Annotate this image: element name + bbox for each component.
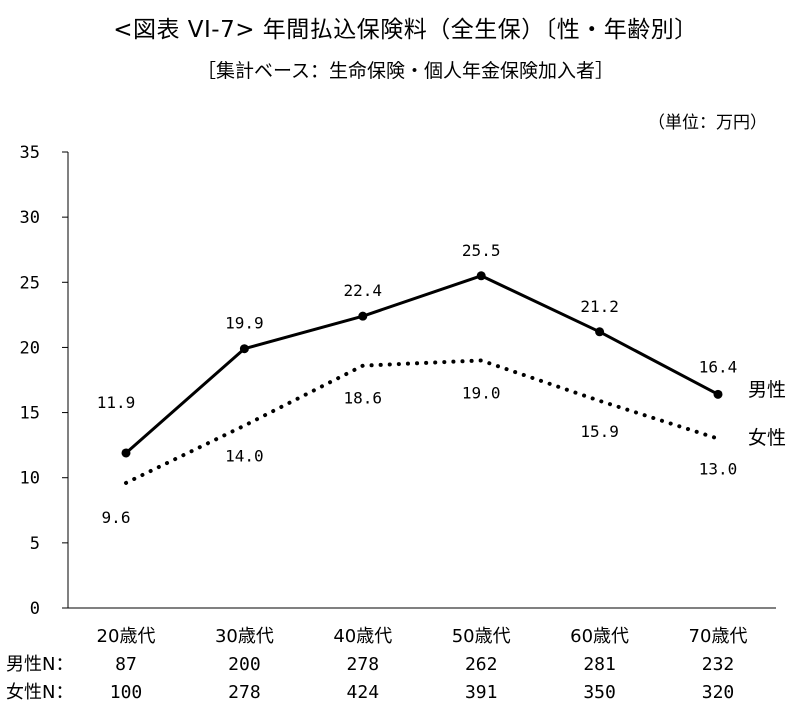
data-point bbox=[595, 327, 605, 337]
x-tick-label: 30歳代 bbox=[215, 626, 274, 647]
data-label-male: 21.2 bbox=[580, 297, 619, 316]
y-tick-label: 20 bbox=[20, 338, 40, 358]
data-point bbox=[358, 311, 368, 321]
data-label-male: 22.4 bbox=[344, 281, 383, 300]
data-label-male: 19.9 bbox=[225, 314, 264, 333]
chart-title: <図表 VI-7> 年間払込保険料（全生保）〔性・年齢別〕 bbox=[113, 17, 698, 43]
male-n-value: 281 bbox=[583, 654, 616, 675]
data-point bbox=[476, 271, 486, 281]
chart-subtitle: ［集計ベース：生命保険・個人年金保険加入者］ bbox=[196, 60, 615, 82]
male-n-value: 232 bbox=[702, 654, 735, 675]
y-tick-label: 15 bbox=[20, 404, 40, 424]
legend-male: 男性 bbox=[748, 379, 786, 401]
sample-size-rows: 男性N： 女性N： 87 200 278 262 281 232 100 278 424 391 350… bbox=[6, 654, 734, 703]
y-tick-label: 0 bbox=[30, 599, 40, 619]
data-point bbox=[239, 344, 249, 354]
data-label-female: 15.9 bbox=[580, 422, 619, 441]
x-tick-label: 70歳代 bbox=[689, 626, 748, 647]
male-n-value: 87 bbox=[115, 654, 137, 675]
data-point bbox=[713, 389, 723, 399]
series-line-1 bbox=[124, 358, 720, 485]
series-line-0 bbox=[125, 274, 719, 455]
male-n-value: 262 bbox=[465, 654, 498, 675]
data-label-female: 9.6 bbox=[102, 508, 131, 527]
data-label-female: 19.0 bbox=[462, 383, 501, 402]
unit-label: （単位：万円） bbox=[648, 113, 767, 133]
male-n-label: 男性N： bbox=[6, 654, 73, 675]
x-tick-label: 20歳代 bbox=[97, 626, 156, 647]
female-n-value: 278 bbox=[228, 682, 261, 703]
data-label-male: 16.4 bbox=[699, 357, 738, 376]
data-label-male: 11.9 bbox=[97, 393, 136, 412]
male-n-value: 278 bbox=[347, 654, 380, 675]
y-tick-label: 25 bbox=[20, 273, 40, 293]
data-point bbox=[121, 448, 131, 458]
female-n-value: 100 bbox=[110, 682, 143, 703]
y-tick-label: 30 bbox=[20, 208, 40, 228]
data-labels: 11.9 19.9 22.4 25.5 21.2 16.4 9.6 14.0 18.6 19.0 1… bbox=[97, 241, 738, 527]
female-n-value: 350 bbox=[583, 682, 616, 703]
male-n-value: 200 bbox=[228, 654, 261, 675]
category-labels: 20歳代 30歳代 40歳代 50歳代 60歳代 70歳代 bbox=[97, 626, 748, 647]
x-tick-label: 40歳代 bbox=[333, 626, 392, 647]
x-tick-label: 60歳代 bbox=[570, 626, 629, 647]
y-axis-ticks: 0 5 10 15 20 25 30 35 bbox=[20, 143, 68, 619]
female-n-label: 女性N： bbox=[6, 682, 73, 703]
y-tick-label: 35 bbox=[20, 143, 40, 163]
series-lines bbox=[121, 271, 723, 485]
y-tick-label: 10 bbox=[20, 469, 40, 489]
female-n-value: 391 bbox=[465, 682, 498, 703]
female-n-value: 320 bbox=[702, 682, 735, 703]
legend-female: 女性 bbox=[748, 427, 786, 449]
data-label-female: 14.0 bbox=[225, 447, 264, 466]
x-tick-label: 50歳代 bbox=[452, 626, 511, 647]
y-tick-label: 5 bbox=[30, 534, 40, 554]
chart-axes bbox=[67, 152, 776, 609]
data-label-female: 13.0 bbox=[699, 460, 738, 479]
female-n-value: 424 bbox=[347, 682, 380, 703]
data-label-female: 18.6 bbox=[344, 389, 383, 408]
data-label-male: 25.5 bbox=[462, 241, 501, 260]
